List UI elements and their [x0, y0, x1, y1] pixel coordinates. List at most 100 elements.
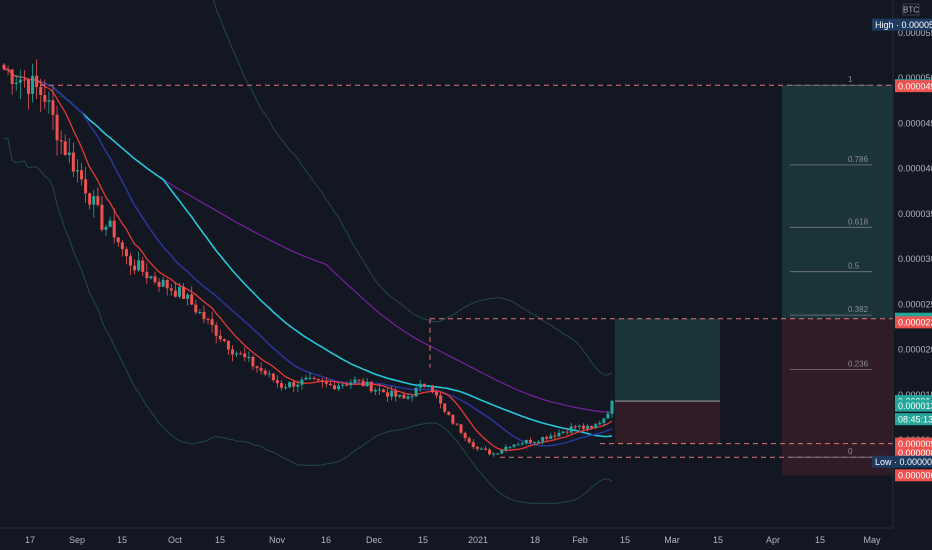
x-tick-label: May [863, 535, 881, 545]
candle-body [202, 311, 206, 320]
y-tick-label: 0.0000150 [898, 390, 932, 400]
x-tick-label: Apr [766, 535, 780, 545]
candle-body [222, 339, 226, 342]
x-axis: 17 Sep 15 Oct 15 Nov 16 Dec 15 2021 18 Feb 15 Mar 15 Ap… [0, 527, 893, 545]
candle [186, 293, 190, 306]
price-tag-text: 0.0000491 [898, 81, 932, 91]
candle [463, 431, 467, 442]
candle-body [153, 276, 157, 282]
candle-body [357, 379, 361, 381]
candle [75, 159, 79, 183]
candle [39, 78, 43, 112]
low-label-box [872, 455, 932, 468]
candle [353, 376, 357, 384]
x-tick-label: 15 [215, 535, 225, 545]
candle [116, 237, 120, 247]
candle-body [581, 425, 585, 429]
candle [532, 441, 536, 445]
candle [133, 259, 137, 275]
candle [586, 424, 590, 432]
candle-body [381, 389, 385, 393]
candle-body [141, 260, 145, 272]
price-tag-text: 0.0000230 [898, 318, 932, 328]
candle [279, 380, 283, 391]
candle-body [577, 425, 581, 427]
candle-body [35, 75, 39, 87]
candle-body [80, 170, 84, 180]
candle-body [243, 353, 247, 358]
candle [255, 365, 259, 373]
candle [304, 375, 308, 381]
candle-body [169, 288, 173, 291]
x-tick-label: 16 [321, 535, 331, 545]
candle-body [59, 140, 63, 142]
candle-body [516, 444, 520, 446]
candle [377, 384, 381, 395]
candle [231, 345, 235, 362]
candle-body [71, 152, 75, 172]
candle-body [255, 366, 259, 369]
candle [447, 411, 451, 416]
candle-body [606, 413, 610, 419]
y-tick-label: 0.0000350 [898, 209, 932, 219]
y-tick-label: 0.0000200 [898, 345, 932, 355]
y-tick-label: 0.0000300 [898, 254, 932, 264]
candle-body [471, 442, 475, 447]
candle-body [173, 290, 177, 297]
target-zone [615, 318, 720, 402]
candle [557, 429, 561, 438]
high-label: High · 0.0000559 [872, 18, 932, 31]
price-tag-text: 0.0000086 [898, 448, 932, 458]
price-tags: 0.00004920.00004910.00002340.00002320.00… [872, 18, 932, 482]
candle [235, 351, 239, 357]
candle [345, 381, 349, 387]
low-label-text: Low · 0.0000076 [875, 457, 932, 467]
candle-body [508, 446, 512, 448]
candle [439, 392, 443, 409]
candle [500, 448, 504, 455]
candle [455, 423, 459, 426]
candle [402, 391, 406, 399]
candle-body [300, 379, 304, 385]
candle [100, 196, 104, 232]
candle-body [214, 325, 218, 336]
candle [288, 381, 292, 389]
candle-body [320, 380, 324, 383]
fib-level-label: 0.786 [848, 155, 869, 164]
candle [161, 276, 165, 288]
y-tick-label: 0.0000250 [898, 299, 932, 309]
candle-body [22, 79, 26, 81]
candle-body [55, 114, 59, 141]
candle [267, 370, 271, 378]
candle-body [96, 196, 100, 205]
candle [341, 383, 345, 389]
candle [300, 376, 304, 390]
candle-body [475, 446, 479, 449]
x-tick-label: Sep [69, 535, 85, 545]
candle-body [88, 193, 92, 205]
candle-body [390, 390, 394, 397]
candle-body [418, 383, 422, 388]
candle-body [2, 64, 6, 70]
candle-body [18, 79, 22, 83]
candle-body [182, 286, 186, 299]
y-tick-label: 0.0000550 [898, 28, 932, 38]
candle [426, 384, 430, 389]
candle [573, 424, 577, 431]
candle [84, 166, 88, 204]
candle-body [549, 435, 553, 439]
candle [6, 65, 10, 76]
candle [381, 388, 385, 393]
candle-body [51, 100, 55, 115]
candle [349, 379, 353, 390]
price-tag: 0.0000086 [895, 446, 932, 459]
candle [496, 453, 500, 456]
candle [398, 394, 402, 399]
candle [504, 444, 508, 453]
candle [553, 432, 557, 440]
x-tick-label: Dec [366, 535, 383, 545]
candle-body [369, 381, 373, 392]
candle [316, 378, 320, 383]
